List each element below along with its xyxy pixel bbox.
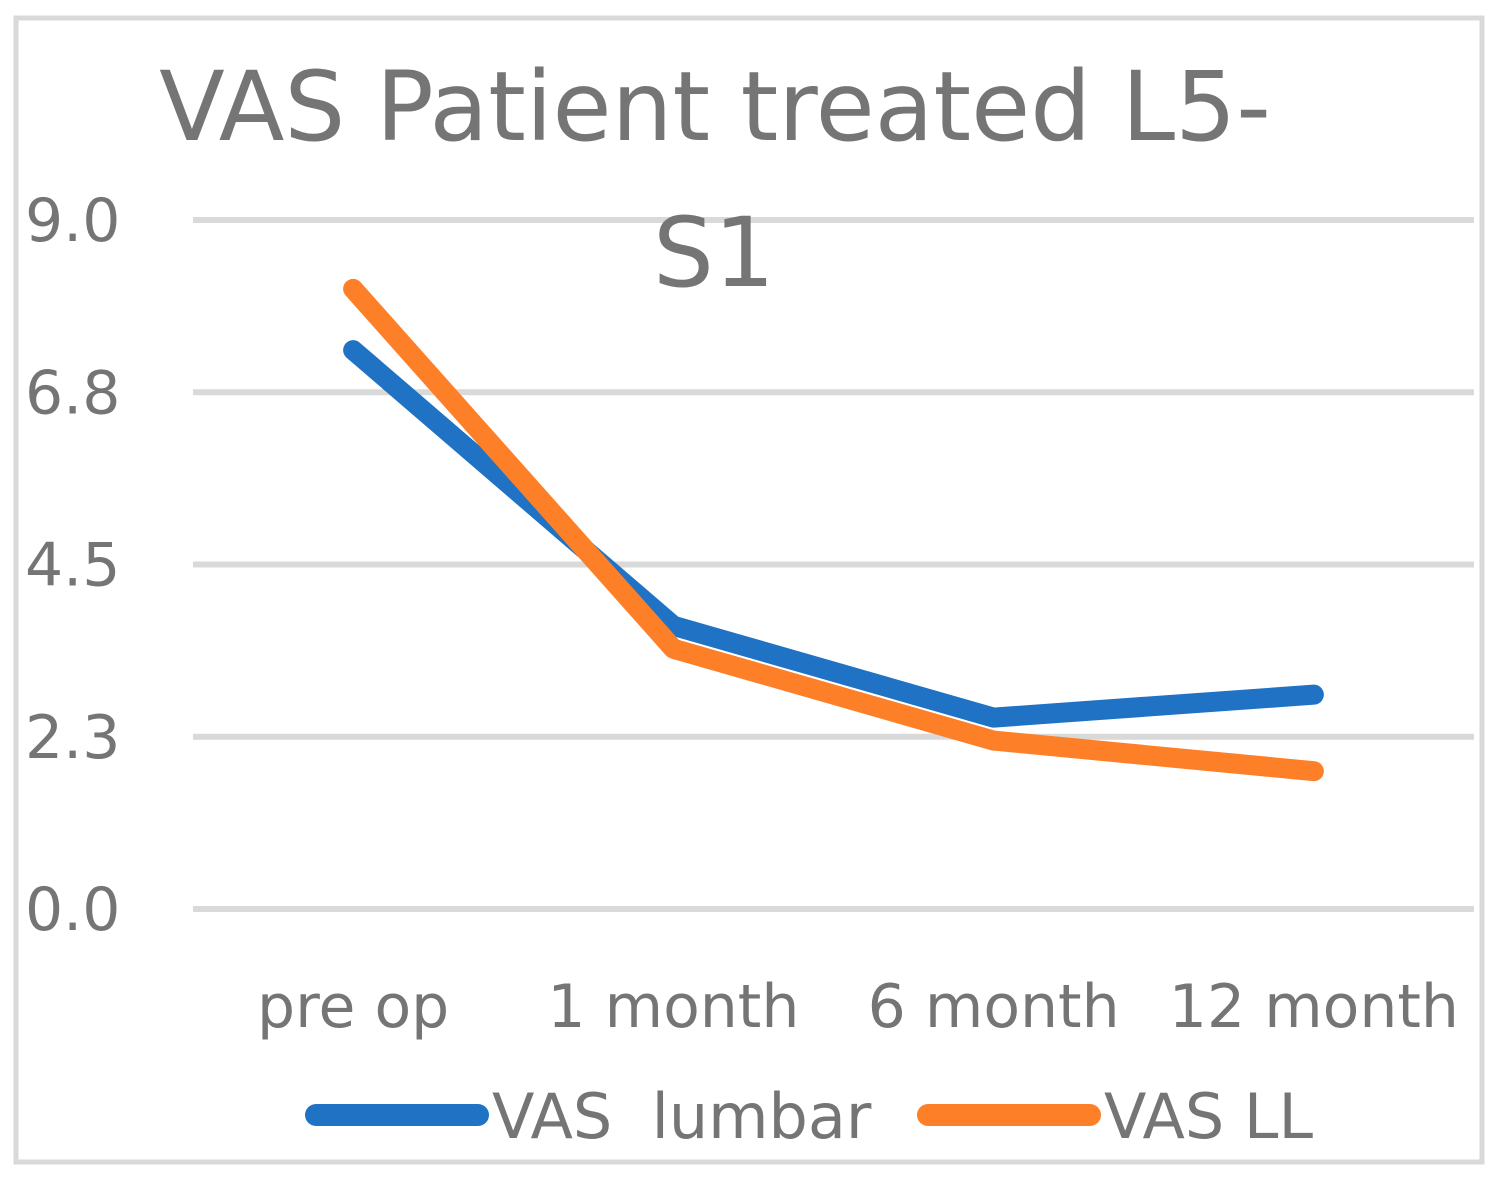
x-axis-tick-labels: pre op 1 month 6 month 12 month <box>257 972 1459 1042</box>
gridlines <box>193 217 1474 912</box>
series-line-vas-lumbar <box>343 340 1324 728</box>
chart-title: VAS Patient treated L5- S1 <box>159 51 1271 309</box>
y-tick-label: 6.8 <box>25 358 120 428</box>
legend-label-vas-ll: VAS LL <box>1104 1080 1313 1153</box>
chart-title-line-1: VAS Patient treated L5- <box>159 51 1271 163</box>
x-tick-label: pre op <box>257 972 449 1042</box>
y-tick-label: 2.3 <box>25 703 120 773</box>
y-tick-label: 0.0 <box>25 875 120 945</box>
chart-border <box>13 15 1485 1165</box>
series-line-vas-ll <box>343 278 1324 782</box>
y-tick-label: 4.5 <box>25 531 120 601</box>
series-lines <box>343 278 1324 782</box>
y-tick-label: 9.0 <box>25 186 120 256</box>
chart-title-line-2: S1 <box>653 197 775 309</box>
y-axis-tick-labels: 0.0 2.3 4.5 6.8 9.0 <box>25 186 120 945</box>
x-tick-label: 12 month <box>1169 972 1459 1042</box>
x-tick-label: 6 month <box>868 972 1120 1042</box>
legend: VAS lumbar VAS LL <box>305 1080 1313 1153</box>
legend-label-vas-lumbar: VAS lumbar <box>492 1080 872 1153</box>
x-tick-label: 1 month <box>547 972 799 1042</box>
